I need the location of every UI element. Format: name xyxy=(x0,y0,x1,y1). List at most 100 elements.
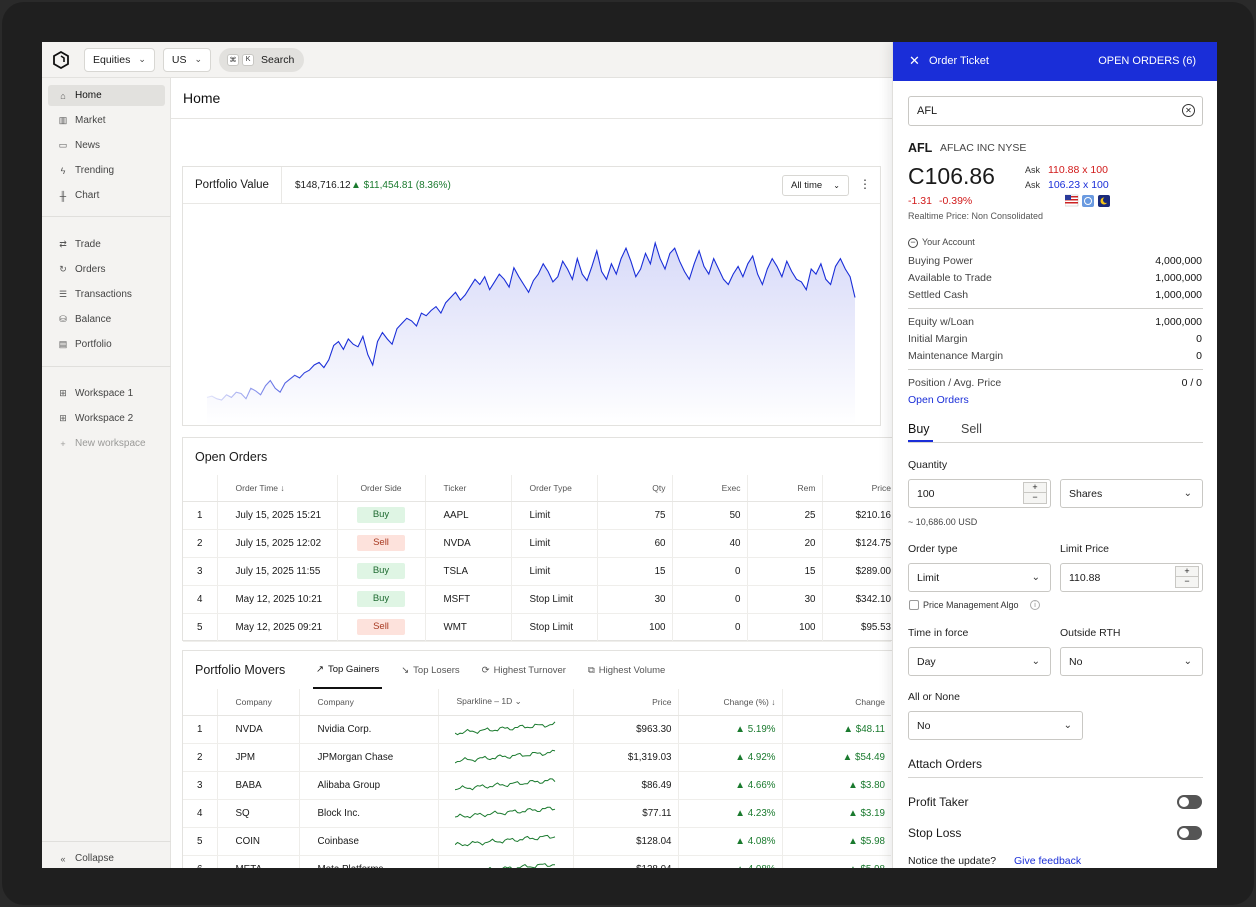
sidebar-item-orders[interactable]: ↻ Orders xyxy=(48,259,165,280)
order-side-badge: Buy xyxy=(357,507,405,523)
decrement-button[interactable]: − xyxy=(1175,577,1199,588)
outside-rth-select[interactable]: No ⌄ xyxy=(1060,647,1203,676)
table-row[interactable]: 1 July 15, 2025 15:21 Buy AAPL Limit 75 50 25 $2… xyxy=(183,501,891,530)
sidebar-item-trending[interactable]: ϟ Trending xyxy=(48,160,165,181)
tab-highest-turnover[interactable]: ⟳ Highest Turnover xyxy=(479,651,569,689)
column-header-change[interactable]: Change xyxy=(782,689,891,716)
ticker: AAPL xyxy=(425,501,512,530)
column-header-company-name[interactable]: Company xyxy=(299,689,439,716)
tab-buy[interactable]: Buy xyxy=(908,422,930,436)
tab-highest-volume[interactable]: ⧉ Highest Volume xyxy=(585,651,668,689)
new-workspace-button[interactable]: + New workspace xyxy=(48,433,165,454)
column-header-price[interactable]: Price xyxy=(573,689,679,716)
increment-button[interactable]: + xyxy=(1175,566,1199,577)
qty: 15 xyxy=(597,557,673,586)
region-select-label: US xyxy=(171,53,187,66)
sidebar-item-workspace-2[interactable]: ⊞ Workspace 2 xyxy=(48,408,165,429)
tab-top-losers[interactable]: ↘ Top Losers xyxy=(398,651,462,689)
table-row[interactable]: 4 SQ Block Inc. $77.11 ▲ 4.23% ▲ $3.19 xyxy=(183,799,891,828)
price-management-checkbox[interactable] xyxy=(909,600,919,610)
column-header-sparkline[interactable]: Sparkline – 1D ⌄ xyxy=(438,689,574,716)
column-header-order-time[interactable]: Order Time ↓ xyxy=(217,475,338,502)
available-to-trade-value: 1,000,000 xyxy=(1155,272,1202,284)
sidebar-item-news[interactable]: ▭ News xyxy=(48,135,165,156)
header-divider xyxy=(171,118,892,119)
symbol-input[interactable]: AFL ✕ xyxy=(908,96,1203,126)
column-header-exec[interactable]: Exec xyxy=(672,475,748,502)
section-divider xyxy=(908,777,1203,778)
time-range-select[interactable]: All time ⌄ xyxy=(782,175,849,196)
maintenance-margin-label: Maintenance Margin xyxy=(908,350,1004,362)
stop-loss-toggle[interactable] xyxy=(1177,826,1202,840)
profit-taker-toggle[interactable] xyxy=(1177,795,1202,809)
column-header-change-pct[interactable]: Change (%) ↓ xyxy=(678,689,783,716)
portfolio-value-amount: $148,716.12 xyxy=(295,180,351,191)
close-icon[interactable]: ✕ xyxy=(909,53,920,68)
column-header-qty[interactable]: Qty xyxy=(597,475,673,502)
order-ticket-title: Order Ticket xyxy=(929,55,989,67)
sidebar-item-workspace-1[interactable]: ⊞ Workspace 1 xyxy=(48,383,165,404)
sidebar-item-balance[interactable]: ⛁ Balance xyxy=(48,309,165,330)
limit-price-stepper: + − xyxy=(1175,566,1199,589)
table-row[interactable]: 2 July 15, 2025 12:02 Sell NVDA Limit 60 40 20 $… xyxy=(183,529,891,558)
sidebar-item-trade[interactable]: ⇄ Trade xyxy=(48,234,165,255)
sidebar-item-market[interactable]: ▥ Market xyxy=(48,110,165,131)
column-header-company-ticker[interactable]: Company xyxy=(217,689,300,716)
unit-select[interactable]: Shares ⌄ xyxy=(1060,479,1203,508)
company-ticker: META xyxy=(217,855,300,868)
column-header-rem[interactable]: Rem xyxy=(747,475,823,502)
table-header-row: Company Company Sparkline – 1D ⌄ Price C… xyxy=(183,689,891,716)
bar-chart-icon: ▥ xyxy=(58,115,68,125)
ticker: NVDA xyxy=(425,529,512,558)
table-row[interactable]: 5 COIN Coinbase $128.04 ▲ 4.08% ▲ $5.98 xyxy=(183,827,891,856)
sidebar-item-portfolio[interactable]: ▤ Portfolio xyxy=(48,334,165,355)
market-select[interactable]: Equities ⌄ xyxy=(84,47,155,72)
table-row[interactable]: 6METAMeta Platforms $128.04▲ 4.08%▲ $5.98 xyxy=(183,855,891,868)
tab-sell[interactable]: Sell xyxy=(961,422,982,436)
order-time: May 12, 2025 10:21 xyxy=(217,585,338,614)
more-options-icon[interactable]: ⋮ xyxy=(859,177,871,191)
table-row[interactable]: 5 May 12, 2025 09:21 Sell WMT Stop Limit 100 0… xyxy=(183,613,891,642)
your-account-header[interactable]: − Your Account xyxy=(908,237,975,248)
decrement-button[interactable]: − xyxy=(1023,493,1047,504)
equity-w-loan-value: 1,000,000 xyxy=(1155,316,1202,328)
clear-icon[interactable]: ✕ xyxy=(1182,104,1195,117)
quantity-input[interactable]: 100 + − xyxy=(908,479,1051,508)
column-header-order-type[interactable]: Order Type xyxy=(511,475,598,502)
region-select[interactable]: US ⌄ xyxy=(162,47,212,72)
portfolio-value-line xyxy=(206,240,856,401)
column-header-order-side[interactable]: Order Side xyxy=(337,475,426,502)
time-in-force-select[interactable]: Day ⌄ xyxy=(908,647,1051,676)
table-row[interactable]: 1 NVDA Nvidia Corp. $963.30 ▲ 5.19% ▲ $48.11 xyxy=(183,715,891,744)
change-amount: ▲ $5.98 xyxy=(782,827,891,856)
table-row[interactable]: 3 July 15, 2025 11:55 Buy TSLA Limit 15 0 15 $28… xyxy=(183,557,891,586)
all-or-none-select[interactable]: No ⌄ xyxy=(908,711,1083,740)
sidebar-item-home[interactable]: ⌂ Home xyxy=(48,85,165,106)
tab-top-gainers[interactable]: ↗ Top Gainers xyxy=(313,651,383,689)
change-amount: ▲ $5.98 xyxy=(782,855,891,868)
sidebar-item-transactions[interactable]: ☰ Transactions xyxy=(48,284,165,305)
search-button[interactable]: ⌘ K Search xyxy=(219,47,305,72)
sidebar-divider xyxy=(42,841,171,842)
quantity-value: 100 xyxy=(917,487,935,500)
give-feedback-link[interactable]: Give feedback xyxy=(1014,855,1082,867)
table-row[interactable]: 4 May 12, 2025 10:21 Buy MSFT Stop Limit 30 0 3… xyxy=(183,585,891,614)
column-header-ticker[interactable]: Ticker xyxy=(425,475,512,502)
open-orders-link[interactable]: Open Orders xyxy=(908,394,969,406)
open-orders-count-link[interactable]: OPEN ORDERS (6) xyxy=(1098,55,1196,67)
sidebar-item-chart[interactable]: ╫ Chart xyxy=(48,185,165,206)
collapse-button[interactable]: « Collapse xyxy=(48,848,165,868)
table-row[interactable]: 3 BABA Alibaba Group $86.49 ▲ 4.66% ▲ $3.80 xyxy=(183,771,891,800)
list-icon: ☰ xyxy=(58,289,68,299)
price: $95.53 xyxy=(822,613,891,642)
order-type-select[interactable]: Limit ⌄ xyxy=(908,563,1051,592)
limit-price-input[interactable]: 110.88 + − xyxy=(1060,563,1203,592)
ticker: TSLA xyxy=(425,557,512,586)
increment-button[interactable]: + xyxy=(1023,482,1047,493)
info-icon[interactable]: i xyxy=(1030,600,1040,610)
chevron-down-icon: ⌄ xyxy=(138,54,146,64)
column-header-price[interactable]: Price xyxy=(822,475,891,502)
price-change: -1.31 xyxy=(908,195,932,207)
table-row[interactable]: 2 JPM JPMorgan Chase $1,319.03 ▲ 4.92% ▲ $54.… xyxy=(183,743,891,772)
notice-text: Notice the update? xyxy=(908,855,997,867)
